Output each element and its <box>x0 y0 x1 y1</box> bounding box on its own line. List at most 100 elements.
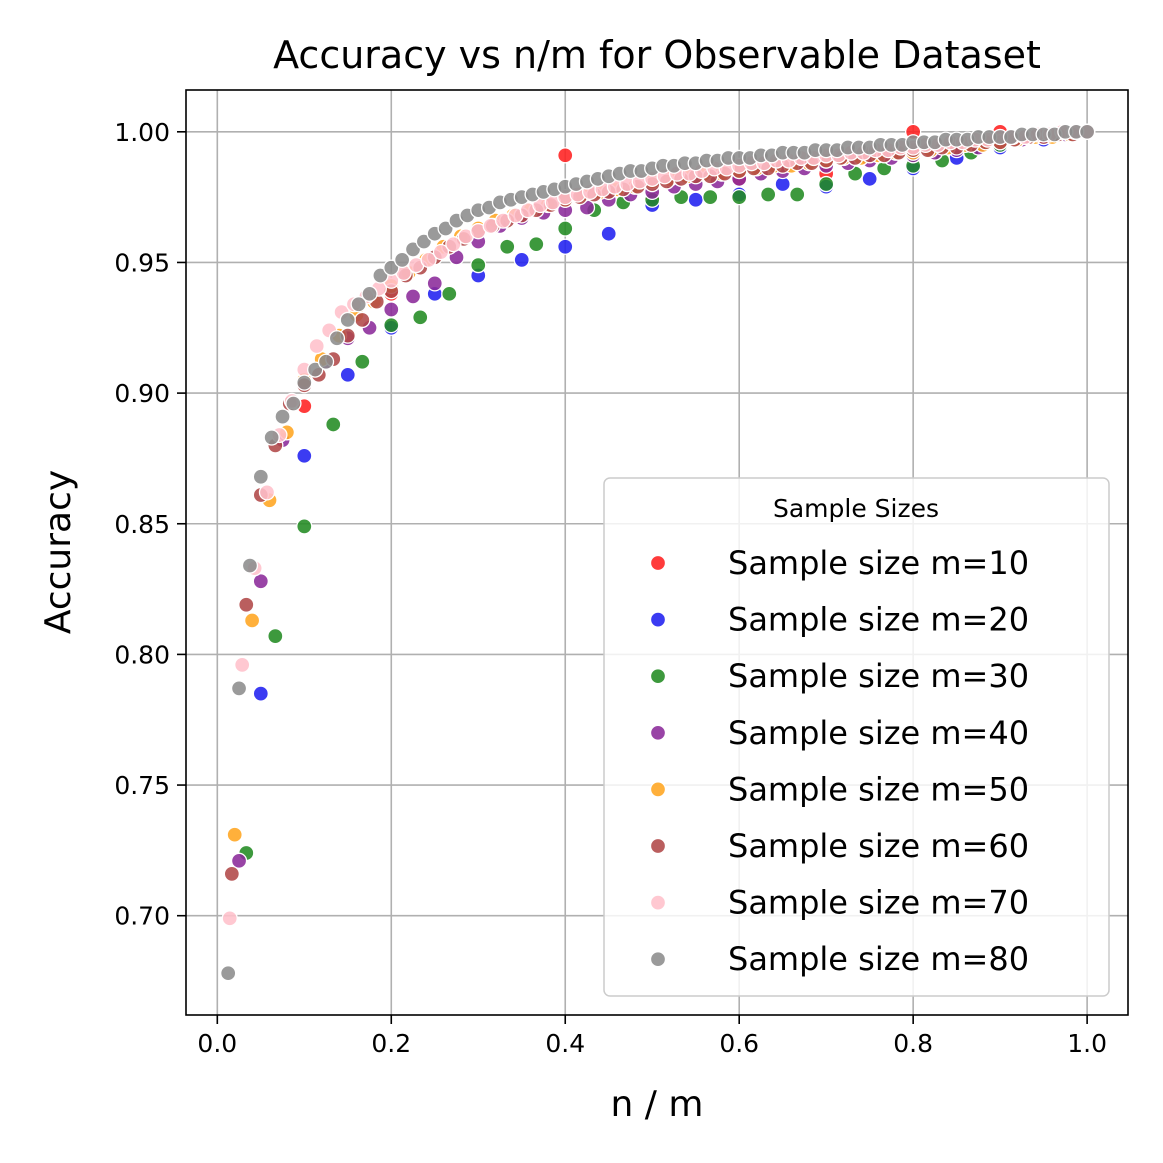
data-point <box>404 288 422 305</box>
data-point <box>557 147 574 164</box>
legend-marker <box>649 837 667 855</box>
y-axis-label: Accuracy <box>38 470 79 634</box>
data-point <box>818 175 835 193</box>
y-axis-ticks: 0.70 0.75 0.80 0.85 0.90 0.95 1.00 <box>114 118 186 931</box>
chart-title: Accuracy vs n/m for Observable Dataset <box>273 33 1041 77</box>
data-point <box>861 170 878 187</box>
legend-marker <box>649 724 667 741</box>
data-point <box>308 337 325 355</box>
data-point <box>383 301 400 318</box>
data-point <box>285 395 302 412</box>
y-tick-label: 1.00 <box>114 118 170 147</box>
data-point <box>296 374 313 391</box>
y-tick-label: 0.75 <box>114 771 170 800</box>
data-point <box>234 656 251 674</box>
y-tick-label: 0.70 <box>114 902 170 931</box>
data-point <box>241 557 259 574</box>
data-point <box>350 296 367 313</box>
data-point <box>383 317 400 334</box>
data-point <box>220 965 237 982</box>
legend: Sample Sizes Sample size m=10 Sample size… <box>603 477 1110 997</box>
data-point <box>404 241 422 258</box>
data-point <box>415 233 433 250</box>
data-point <box>557 238 574 255</box>
data-point <box>1078 123 1096 140</box>
data-point <box>267 627 284 645</box>
data-point <box>702 188 719 206</box>
data-point <box>432 243 450 261</box>
series-m80 <box>220 123 1096 982</box>
data-point <box>513 251 530 268</box>
data-point <box>328 330 346 347</box>
x-tick-label: 0.0 <box>197 1029 237 1058</box>
plot-frame <box>185 89 1129 1016</box>
data-point <box>383 259 400 276</box>
legend-marker <box>649 894 667 911</box>
legend-label: Sample size m=10 <box>728 544 1029 582</box>
x-tick-label: 0.4 <box>545 1029 585 1058</box>
data-point <box>258 484 276 501</box>
legend-title: Sample Sizes <box>773 494 939 523</box>
data-point <box>470 256 487 274</box>
data-point <box>393 251 411 268</box>
data-point <box>230 680 248 697</box>
data-point <box>221 910 238 927</box>
data-point <box>687 191 704 208</box>
data-point <box>420 251 437 268</box>
legend-marker <box>649 781 667 798</box>
data-point <box>557 220 574 237</box>
data-point <box>528 236 545 253</box>
legend-marker <box>649 611 667 628</box>
x-tick-label: 0.6 <box>719 1029 759 1058</box>
legend-label: Sample size m=40 <box>728 714 1029 752</box>
y-tick-label: 0.95 <box>114 248 170 277</box>
x-tick-label: 0.8 <box>893 1029 933 1058</box>
legend-label: Sample size m=30 <box>728 657 1029 695</box>
data-point <box>296 518 313 535</box>
data-point <box>412 309 429 326</box>
legend-marker <box>649 951 667 968</box>
data-point <box>252 573 269 590</box>
y-tick-label: 0.90 <box>114 379 170 408</box>
x-tick-label: 0.2 <box>371 1029 411 1058</box>
data-point <box>789 186 806 203</box>
legend-marker <box>649 668 667 685</box>
data-point <box>760 186 777 203</box>
legend-label: Sample size m=20 <box>728 601 1029 639</box>
x-tick-label: 1.0 <box>1067 1029 1107 1058</box>
data-point <box>354 353 371 370</box>
data-point <box>223 865 240 883</box>
legend-label: Sample size m=70 <box>728 884 1029 922</box>
data-point <box>263 429 280 446</box>
data-point <box>230 852 248 869</box>
data-point <box>325 416 342 433</box>
data-point <box>307 361 324 378</box>
data-point <box>252 468 269 485</box>
data-point <box>426 275 443 292</box>
data-point <box>445 236 462 253</box>
data-point <box>437 220 454 237</box>
data-point <box>296 447 313 464</box>
data-point <box>238 596 255 613</box>
legend-label: Sample size m=60 <box>728 827 1029 865</box>
data-point <box>354 311 371 329</box>
data-points <box>220 123 1096 982</box>
data-point <box>226 826 243 843</box>
x-axis-label: n / m <box>611 1084 704 1125</box>
legend-marker <box>649 554 667 572</box>
data-point <box>731 188 748 206</box>
data-point <box>600 225 617 242</box>
data-point <box>372 267 389 284</box>
data-point <box>499 238 516 255</box>
data-point <box>243 612 261 629</box>
x-axis-ticks: 0.0 0.2 0.4 0.6 0.8 1.0 <box>197 1015 1107 1058</box>
y-tick-label: 0.80 <box>114 640 170 669</box>
data-point <box>252 685 269 702</box>
legend-label: Sample size m=50 <box>728 770 1029 808</box>
data-point <box>339 366 356 383</box>
data-point <box>274 408 291 425</box>
data-point <box>317 353 335 370</box>
data-point <box>339 311 356 329</box>
y-tick-label: 0.85 <box>114 510 170 539</box>
